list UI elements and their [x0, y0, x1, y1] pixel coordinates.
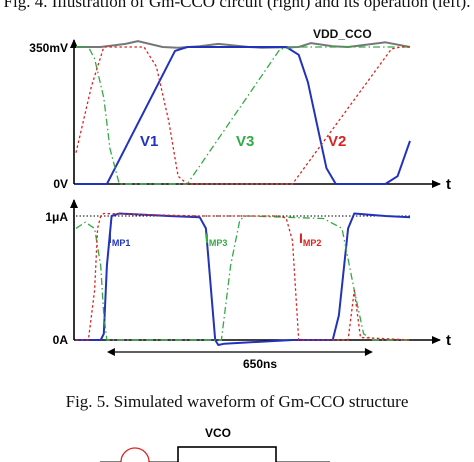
- vco-label: VCO: [205, 426, 231, 440]
- current-tick-1ua: 1μA: [45, 210, 68, 224]
- figure-5-caption: Fig. 5. Simulated waveform of Gm-CCO str…: [65, 392, 409, 411]
- period-label: 650ns: [243, 357, 277, 371]
- series-line-v3: [76, 46, 410, 185]
- series-line-i-mp2: [76, 212, 411, 341]
- series-line-v1: [76, 46, 411, 185]
- current-tick-0a: 0A: [53, 333, 69, 347]
- series-line-i-mp1: [76, 212, 411, 346]
- voltage-series-group: [75, 40, 411, 185]
- series-line-i-mp3: [75, 215, 410, 341]
- v1-label: V1: [140, 133, 158, 150]
- mixer-circle-icon: [120, 447, 150, 462]
- period-arrow-right-head: [364, 348, 373, 356]
- current-series-group: [75, 212, 411, 346]
- v2-label: V2: [328, 133, 346, 150]
- vdd-label: VDD_CCO: [313, 27, 372, 41]
- voltage-tick-350mv: 350mV: [29, 41, 68, 55]
- voltage-tick-0v: 0V: [53, 177, 68, 191]
- series-line-v2: [75, 46, 410, 185]
- current-x-axis-label: t: [446, 332, 451, 349]
- imp2-label: IMP2: [299, 230, 321, 248]
- vco-block: [177, 446, 277, 462]
- v3-label: V3: [236, 133, 254, 150]
- figure-4-caption: Fig. 4. Illustration of Gm-CCO circuit (…: [3, 0, 471, 11]
- imp3-label: IMP3: [205, 230, 227, 248]
- voltage-x-axis-label: t: [446, 176, 451, 193]
- period-arrow-left-head: [106, 348, 115, 356]
- imp1-label: IMP1: [108, 230, 130, 248]
